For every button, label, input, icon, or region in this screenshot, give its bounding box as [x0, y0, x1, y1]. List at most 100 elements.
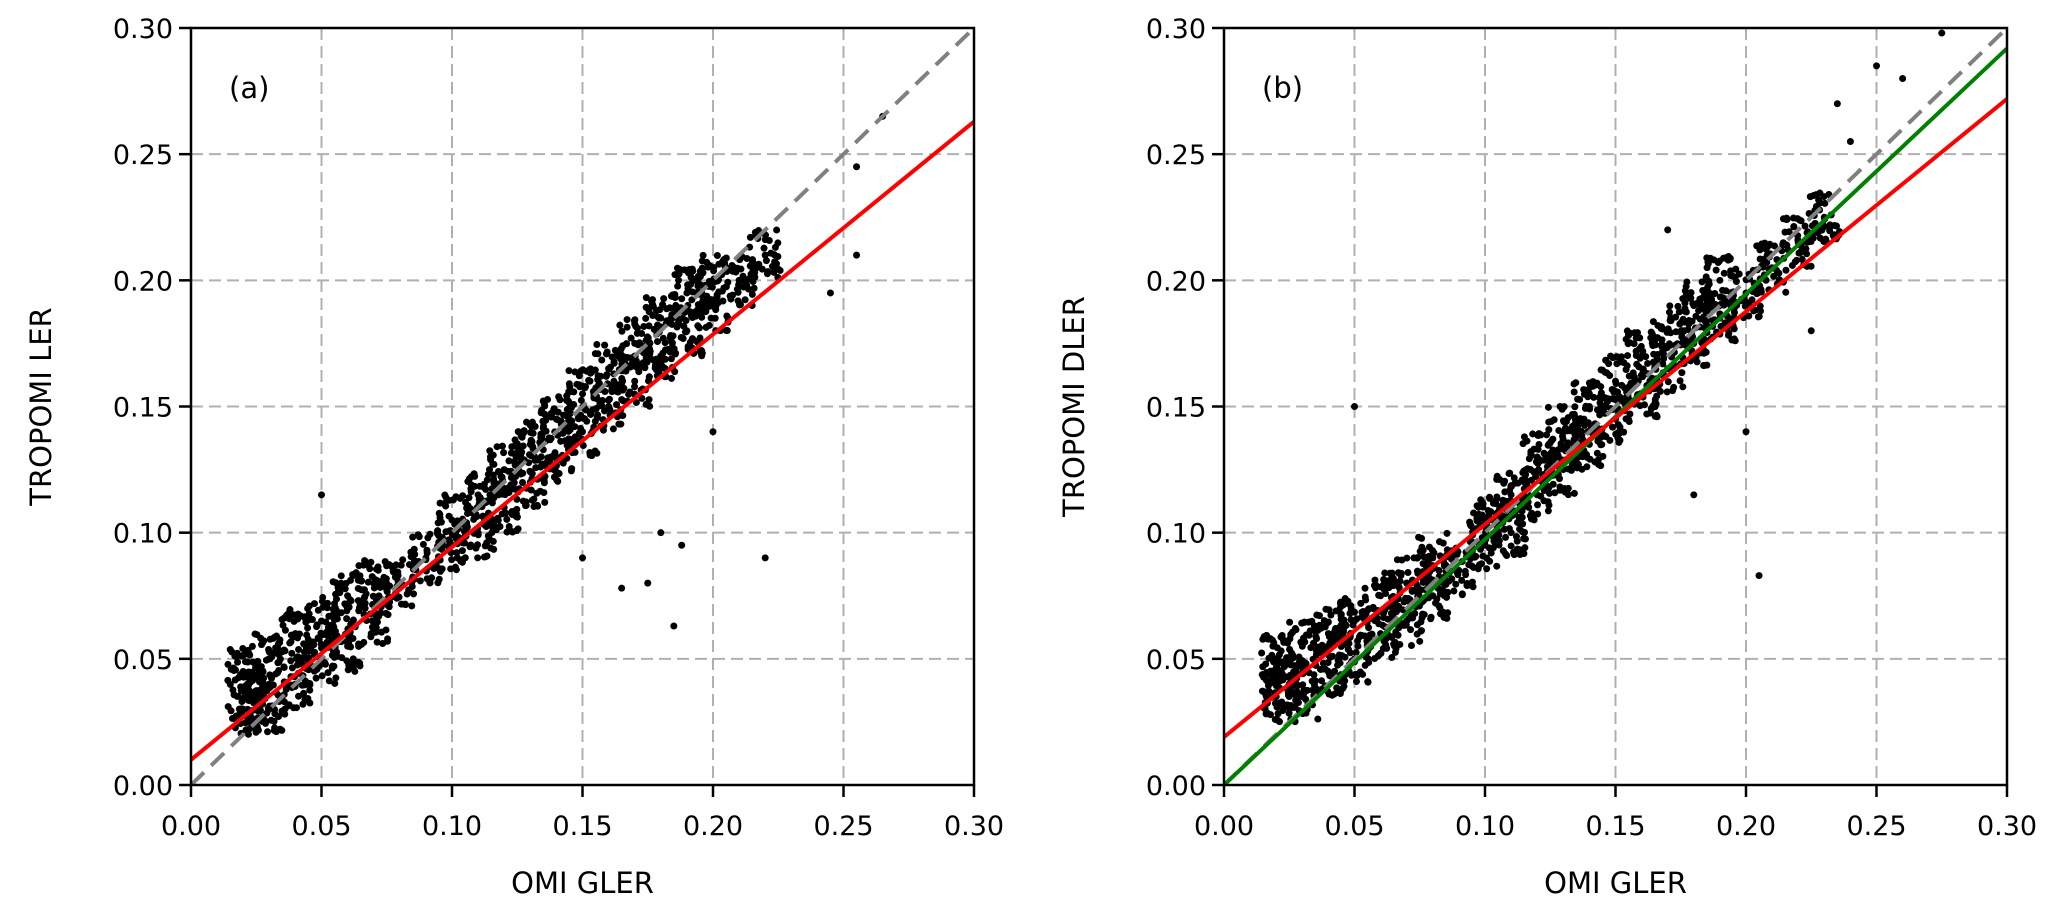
scatter-point	[408, 602, 416, 610]
scatter-point	[1730, 335, 1738, 343]
scatter-point	[570, 388, 578, 396]
scatter-point	[1580, 415, 1588, 423]
scatter-point	[677, 333, 685, 341]
scatter-point	[332, 674, 340, 682]
scatter-point	[254, 657, 262, 665]
axes-frame	[189, 26, 976, 787]
scatter-point	[1492, 539, 1500, 547]
scatter-point	[1574, 460, 1582, 468]
scatter-point	[489, 537, 497, 545]
scatter-point	[741, 296, 749, 304]
scatter-point	[1618, 381, 1626, 389]
fit-line	[1224, 97, 2007, 739]
scatter-point	[1518, 528, 1526, 536]
scatter-point	[704, 263, 712, 271]
scatter-point	[1383, 644, 1391, 652]
scatter-point	[1525, 455, 1533, 463]
scatter-point	[1557, 486, 1565, 494]
scatter-point	[1474, 565, 1482, 573]
scatter-point	[458, 556, 466, 564]
x-tick-label: 0.15	[1585, 811, 1645, 842]
scatter-point	[474, 531, 482, 539]
scatter-point-outlier	[1807, 327, 1815, 335]
panel-a: 0.00 0.05 0.10 0.15 0.20 0.25 0.30 0.00 0.05 0.10…	[24, 14, 1004, 900]
scatter-point	[509, 484, 517, 492]
scatter-point	[1354, 642, 1362, 650]
scatter-point	[271, 633, 279, 641]
scatter-point	[1601, 368, 1609, 376]
scatter-point	[1266, 635, 1274, 643]
scatter-point	[1337, 621, 1345, 629]
y-tick-label: 0.05	[113, 645, 173, 676]
scatter-point	[1416, 637, 1424, 645]
scatter-point	[1659, 348, 1667, 356]
scatter-point	[1265, 654, 1273, 662]
scatter-point	[667, 355, 675, 363]
scatter-point	[1260, 632, 1268, 640]
scatter-point	[1299, 681, 1307, 689]
scatter-point	[1427, 613, 1435, 621]
y-tick-label: 0.20	[113, 266, 173, 297]
scatter-point	[1396, 640, 1404, 648]
scatter-point	[1609, 354, 1617, 362]
scatter-point	[727, 263, 735, 271]
scatter-point	[1275, 669, 1283, 677]
scatter-point-outlier	[1873, 62, 1880, 70]
scatter-point	[563, 412, 571, 420]
scatter-point	[593, 395, 601, 403]
scatter-point	[1597, 390, 1605, 398]
scatter-point	[323, 604, 331, 612]
scatter-point	[300, 640, 308, 648]
scatter-point	[234, 692, 242, 700]
scatter-point	[1478, 560, 1486, 568]
scatter-point	[309, 641, 317, 649]
scatter-point	[1567, 466, 1575, 474]
scatter-point	[1658, 342, 1666, 350]
scatter-point	[384, 611, 392, 619]
scatter-point	[1458, 591, 1466, 599]
scatter-point	[324, 669, 332, 677]
scatter-point	[1679, 337, 1687, 345]
scatter-point	[616, 321, 624, 329]
scatter-point	[1358, 631, 1366, 639]
scatter-point	[519, 442, 527, 450]
scatter-point-outlier	[853, 251, 861, 259]
scatter-point	[1413, 582, 1421, 590]
scatter-point	[1278, 698, 1286, 706]
scatter-point	[577, 424, 585, 432]
scatter-point	[1593, 449, 1601, 457]
scatter-point	[375, 592, 383, 600]
scatter-point	[252, 664, 260, 672]
scatter-point	[496, 523, 504, 531]
scatter-point	[426, 579, 434, 587]
scatter-point	[617, 420, 625, 428]
scatter-point	[599, 426, 607, 434]
scatter-point	[613, 401, 621, 409]
scatter-point	[1816, 199, 1824, 207]
scatter-point	[1818, 226, 1826, 234]
scatter-point	[1820, 193, 1828, 201]
scatter-point	[1596, 409, 1604, 417]
scatter-point	[1493, 475, 1501, 483]
scatter-point	[652, 307, 660, 315]
fit-line	[191, 120, 974, 762]
scatter-point	[1419, 610, 1427, 618]
scatter-point	[645, 396, 653, 404]
scatter-point	[770, 251, 778, 259]
scatter-point	[649, 356, 657, 364]
scatter-point	[675, 276, 683, 284]
scatter-point	[310, 600, 318, 608]
scatter-point	[1615, 438, 1623, 446]
scatter-point	[668, 332, 676, 340]
scatter-point	[542, 427, 550, 435]
scatter-point	[1402, 621, 1410, 629]
scatter-point	[601, 341, 609, 349]
scatter-point	[238, 698, 246, 706]
scatter-point	[281, 647, 289, 655]
scatter-point	[1545, 418, 1553, 426]
scatter-point	[253, 631, 261, 639]
scatter-point	[1570, 489, 1578, 497]
scatter-point	[695, 324, 703, 332]
scatter-point	[657, 364, 665, 372]
scatter-point	[237, 685, 245, 693]
